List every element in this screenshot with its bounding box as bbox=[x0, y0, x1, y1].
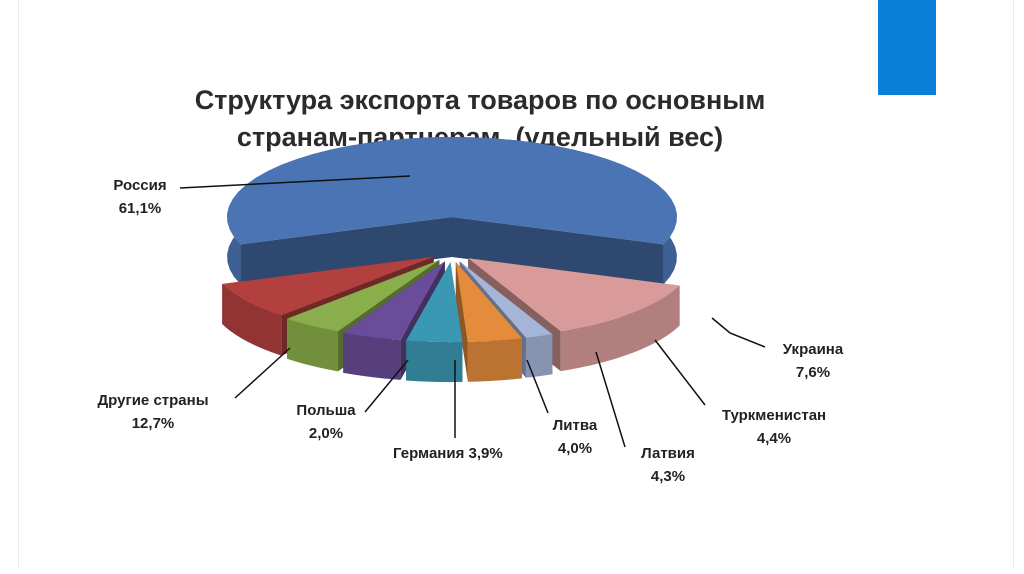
slice-top-face bbox=[468, 258, 680, 332]
slice-side-wall bbox=[452, 217, 664, 285]
slide-accent-bar bbox=[878, 0, 936, 95]
slice-label-name: Украина bbox=[783, 341, 844, 358]
slice-label-value: 4,4% bbox=[757, 430, 791, 447]
slide-frame bbox=[18, 0, 1014, 568]
slice-side-wall bbox=[240, 217, 452, 285]
leader-line bbox=[364, 359, 409, 413]
chart-title-line-1: Структура экспорта товаров по основным bbox=[194, 85, 766, 115]
slice-side-wall bbox=[455, 261, 468, 382]
slice-outer-wall bbox=[286, 318, 338, 372]
slice-outer-wall bbox=[525, 334, 553, 378]
slice-top-face bbox=[455, 261, 523, 342]
slice-outer-wall bbox=[343, 332, 401, 380]
leader-line bbox=[179, 175, 411, 189]
slice-label-name: Латвия bbox=[641, 445, 695, 462]
leader-line bbox=[234, 347, 291, 399]
leader-line bbox=[711, 317, 766, 348]
slice-label-name: Литва bbox=[553, 417, 598, 434]
slice-top-face bbox=[459, 261, 553, 338]
slice-top-face bbox=[343, 261, 445, 340]
pie-slices bbox=[222, 137, 680, 383]
slice-label-value: 2,0% bbox=[309, 425, 343, 442]
slice-label-name: Туркменистан bbox=[722, 407, 826, 424]
slice-label-name: Польша bbox=[296, 402, 356, 419]
slice-label-value: 12,7% bbox=[132, 415, 175, 432]
slice-outer-wall bbox=[467, 338, 523, 382]
slice-top-face bbox=[222, 256, 434, 316]
leader-lines bbox=[179, 175, 766, 448]
slice-outer-wall bbox=[406, 340, 463, 383]
slice-label-value: 4,0% bbox=[558, 440, 592, 457]
slice-top-face bbox=[286, 259, 440, 332]
pie-slice bbox=[227, 137, 677, 285]
slice-label-value: 7,6% bbox=[796, 364, 830, 381]
slice-top-face bbox=[227, 137, 677, 245]
leader-line bbox=[526, 359, 549, 414]
leader-line bbox=[654, 339, 706, 406]
slice-top-face bbox=[406, 262, 463, 343]
slice-label-name: Другие страны bbox=[97, 392, 208, 409]
pie-slice bbox=[406, 262, 463, 383]
slice-labels: Россия 61,1% Другие страны 12,7% Польша … bbox=[97, 177, 843, 485]
slice-outer-wall bbox=[560, 285, 680, 372]
slice-label-value: 61,1% bbox=[119, 200, 162, 217]
slice-label-germany: Германия 3,9% bbox=[393, 445, 503, 462]
slice-outer-wall bbox=[222, 284, 282, 356]
slice-label-value: 4,3% bbox=[651, 468, 685, 485]
pie-slice bbox=[455, 261, 523, 382]
slice-label-name: Россия bbox=[113, 177, 166, 194]
leader-line bbox=[595, 351, 626, 448]
